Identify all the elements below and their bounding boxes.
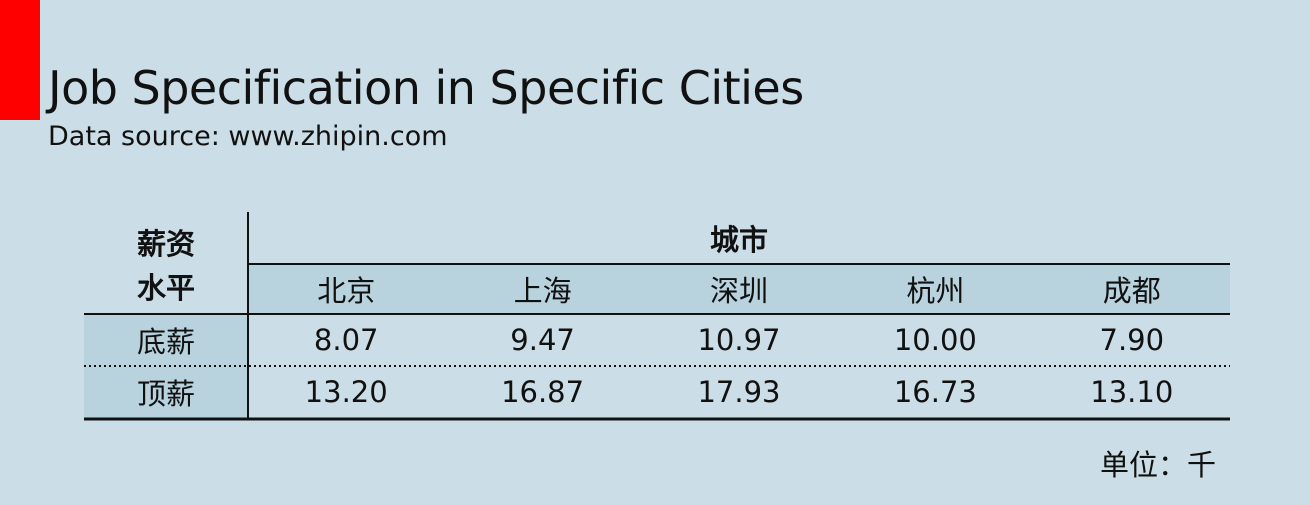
city-header: 北京	[317, 274, 376, 308]
city-header: 上海	[513, 274, 572, 308]
table-cell-value: 8.07	[313, 323, 379, 357]
table-cell-value: 16.87	[501, 375, 585, 409]
accent-bar	[0, 0, 40, 120]
page-title: Job Specification in Specific Cities	[48, 61, 804, 115]
column-group-title: 城市	[709, 223, 768, 257]
table-cell-value: 16.73	[893, 375, 977, 409]
row-header-title: 薪资	[136, 227, 195, 261]
city-header: 杭州	[906, 274, 965, 308]
city-header: 深圳	[709, 274, 768, 308]
data-source-subtitle: Data source: www.zhipin.com	[48, 121, 448, 152]
row-label: 顶薪	[136, 377, 195, 411]
table-cell-value: 10.00	[893, 323, 977, 357]
unit-label: 单位：千	[1100, 448, 1217, 482]
table-cell-value: 13.10	[1090, 375, 1174, 409]
table-cell-value: 13.20	[304, 375, 388, 409]
table-cell-value: 17.93	[697, 375, 781, 409]
table-lines	[84, 212, 1230, 421]
city-header-band	[248, 264, 1230, 314]
table-cell-value: 9.47	[510, 323, 575, 357]
city-header: 成都	[1102, 274, 1161, 308]
table-cell-value: 10.97	[697, 323, 781, 357]
row-header-title: 水平	[136, 271, 195, 305]
table-cell-value: 7.90	[1099, 323, 1165, 357]
row-label: 底薪	[136, 325, 195, 359]
salary-table: 薪资 水平 城市 北京 上海 深圳 杭州 成都 底薪 8.07 9.47 10.97 10.00…	[84, 212, 1230, 421]
